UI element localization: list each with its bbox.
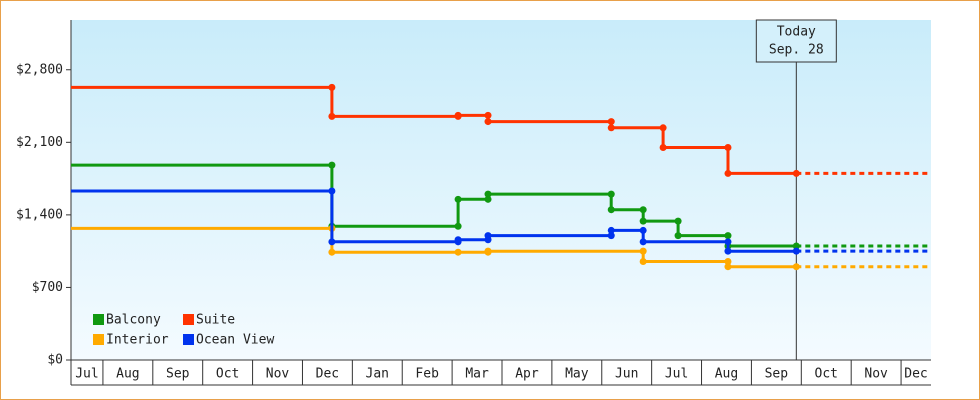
step-point xyxy=(724,258,732,266)
legend-label: Interior xyxy=(106,333,169,348)
x-tick-label: Feb xyxy=(415,367,439,382)
x-tick-label: Oct xyxy=(216,367,239,382)
x-tick-label: Apr xyxy=(515,367,539,382)
step-point xyxy=(639,206,647,214)
data-point xyxy=(454,195,462,203)
step-point xyxy=(328,83,336,91)
data-point xyxy=(454,236,462,244)
y-tick-label: $0 xyxy=(47,353,63,368)
y-tick-label: $1,400 xyxy=(16,207,63,222)
step-point xyxy=(484,111,492,119)
x-tick-label: Aug xyxy=(116,367,139,382)
data-point xyxy=(607,226,615,234)
step-point xyxy=(639,226,647,234)
data-point xyxy=(659,144,667,151)
step-point xyxy=(674,217,682,225)
step-point xyxy=(484,195,492,203)
data-point xyxy=(328,248,336,256)
x-tick-label: Nov xyxy=(266,367,290,382)
x-tick-label: Sep xyxy=(166,367,190,382)
legend-swatch xyxy=(93,314,104,325)
step-point xyxy=(724,238,732,246)
data-point xyxy=(639,217,647,225)
data-point xyxy=(484,232,492,240)
step-point xyxy=(607,232,615,240)
legend-label: Balcony xyxy=(106,313,161,328)
data-point xyxy=(639,258,647,266)
y-tick-label: $2,100 xyxy=(16,135,63,150)
data-point xyxy=(724,169,732,177)
step-point xyxy=(454,222,462,230)
x-tick-label: Jun xyxy=(615,367,638,382)
y-tick-label: $2,800 xyxy=(16,62,63,77)
x-tick-label: Jul xyxy=(665,367,688,382)
x-tick-label: May xyxy=(565,367,589,382)
y-tick-label: $700 xyxy=(32,280,63,295)
price-line xyxy=(71,85,797,175)
x-tick-label: Nov xyxy=(864,367,888,382)
data-point xyxy=(724,247,732,255)
data-point xyxy=(607,124,615,132)
step-point xyxy=(607,190,615,198)
x-tick-label: Jul xyxy=(75,367,98,382)
step-point xyxy=(328,161,336,169)
data-point xyxy=(484,190,492,198)
data-point xyxy=(484,118,492,126)
data-point xyxy=(674,232,682,240)
x-tick-label: Dec xyxy=(904,367,927,382)
legend-label: Ocean View xyxy=(196,333,274,348)
legend-swatch xyxy=(183,314,194,325)
data-point xyxy=(792,242,800,250)
x-tick-label: Oct xyxy=(815,367,838,382)
data-point xyxy=(454,111,462,119)
x-tick-label: Mar xyxy=(465,367,489,382)
step-point xyxy=(639,247,647,255)
legend-label: Suite xyxy=(196,313,235,328)
data-point xyxy=(328,238,336,246)
step-point xyxy=(607,118,615,126)
data-point xyxy=(484,247,492,255)
data-point xyxy=(607,206,615,214)
data-point xyxy=(792,263,800,271)
step-point xyxy=(659,124,667,132)
x-tick-label: Jan xyxy=(366,367,389,382)
today-label: Today xyxy=(777,25,816,40)
price-line xyxy=(71,189,797,253)
data-point xyxy=(792,169,800,177)
step-point xyxy=(724,144,732,151)
price-line xyxy=(71,163,797,248)
x-tick-label: Aug xyxy=(715,367,738,382)
data-point xyxy=(792,247,800,255)
today-label: Sep. 28 xyxy=(769,43,824,58)
x-tick-label: Sep xyxy=(765,367,789,382)
data-point xyxy=(328,112,336,120)
data-point xyxy=(639,238,647,246)
x-tick-label: Dec xyxy=(316,367,339,382)
legend-swatch xyxy=(183,334,194,345)
data-point xyxy=(454,248,462,256)
data-point xyxy=(724,263,732,271)
today-box xyxy=(755,19,837,63)
legend-swatch xyxy=(93,334,104,345)
step-point xyxy=(328,187,336,195)
step-point xyxy=(724,232,732,240)
